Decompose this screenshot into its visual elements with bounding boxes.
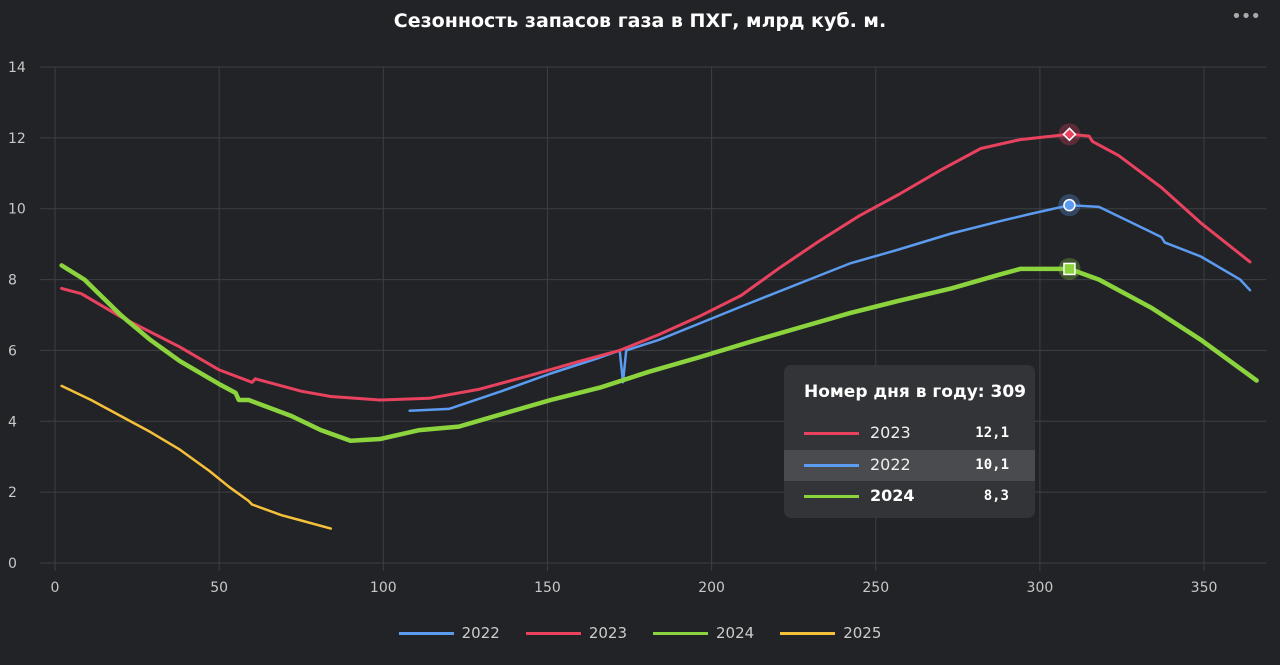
x-tick-label: 100	[370, 580, 397, 596]
legend-item-2023[interactable]: 2023	[525, 624, 627, 642]
tooltip-series-name: 2023	[870, 423, 911, 442]
series-swatch	[804, 464, 859, 467]
series-swatch	[804, 495, 859, 498]
legend: 2022 2023 2024 2025	[0, 624, 1280, 642]
y-tick-label: 4	[8, 414, 17, 430]
legend-label: 2025	[843, 624, 882, 642]
tooltip: Номер дня в году: 309 2023 12,1 2022 10,…	[784, 365, 1035, 518]
legend-swatch	[525, 631, 581, 635]
hover-marker-circle	[1063, 198, 1076, 212]
legend-label: 2022	[461, 624, 500, 642]
x-tick-label: 150	[534, 580, 561, 596]
legend-label: 2024	[716, 624, 755, 642]
tooltip-series-name: 2022	[870, 455, 911, 474]
tooltip-row: 2022 10,1	[784, 450, 1035, 481]
y-tick-label: 0	[8, 556, 17, 572]
tooltip-value: 8,3	[983, 488, 1009, 504]
tooltip-row: 2023 12,1	[784, 418, 1035, 449]
legend-item-2022[interactable]: 2022	[398, 624, 500, 642]
hover-marker-diamond	[1062, 127, 1077, 142]
tooltip-value: 10,1	[975, 457, 1009, 473]
x-tick-label: 50	[210, 580, 228, 596]
y-tick-label: 8	[8, 273, 17, 289]
y-tick-label: 2	[8, 485, 17, 501]
legend-item-2025[interactable]: 2025	[780, 624, 881, 642]
tooltip-title: Номер дня в году: 309	[804, 382, 1026, 402]
legend-label: 2023	[588, 624, 627, 642]
x-tick-label: 200	[698, 580, 725, 596]
y-tick-label: 10	[8, 202, 26, 218]
ellipsis-icon[interactable]: •••	[1231, 6, 1261, 27]
x-tick-label: 0	[51, 580, 60, 596]
legend-swatch	[398, 631, 454, 635]
series-line-2024	[59, 263, 1259, 444]
series-line-2025	[60, 384, 333, 530]
legend-swatch	[780, 631, 836, 635]
y-tick-label: 14	[8, 60, 26, 76]
y-tick-label: 6	[8, 343, 17, 359]
series-line-2022	[408, 203, 1252, 412]
tooltip-row: 2024 8,3	[784, 481, 1035, 512]
x-tick-label: 300	[1027, 580, 1054, 596]
legend-item-2024[interactable]: 2024	[653, 624, 754, 642]
y-tick-label: 12	[8, 131, 26, 147]
series-line-2023	[60, 132, 1252, 402]
hover-marker-square	[1063, 262, 1076, 276]
chart-title: Сезонность запасов газа в ПХГ, млрд куб.…	[393, 10, 887, 32]
tooltip-series-name: 2024	[870, 486, 915, 505]
legend-swatch	[653, 631, 708, 635]
series-swatch	[804, 432, 859, 435]
x-tick-label: 250	[862, 580, 889, 596]
tooltip-value: 12,1	[975, 425, 1009, 441]
x-tick-label: 350	[1191, 580, 1218, 596]
